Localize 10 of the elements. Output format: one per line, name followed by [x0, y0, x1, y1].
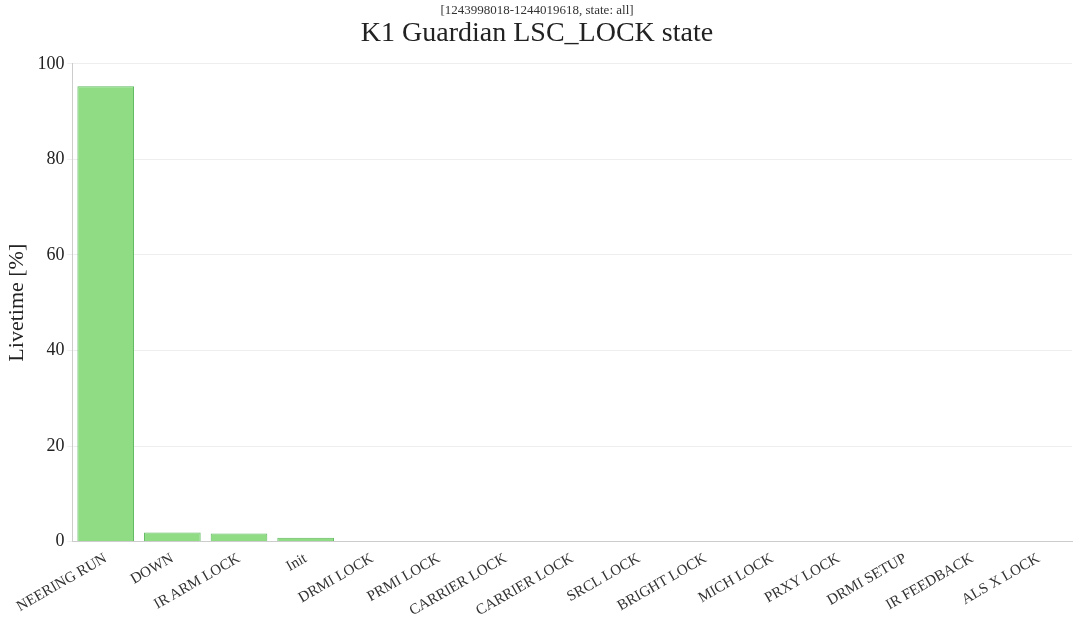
- y-tick-label: 60: [46, 243, 65, 264]
- y-tick-label: 20: [46, 434, 65, 455]
- y-tick-label: 0: [55, 530, 65, 551]
- y-axis-title: Livetime [%]: [2, 243, 28, 362]
- y-tick-label: 40: [46, 339, 65, 360]
- y-tick-label: 80: [46, 148, 65, 169]
- chart-title: K1 Guardian LSC_LOCK state: [359, 16, 715, 48]
- y-tick-label: 100: [37, 52, 65, 73]
- x-tick-label: Init: [283, 549, 310, 574]
- chart-subtitle: [1243998018-1244019618, state: all]: [439, 2, 635, 18]
